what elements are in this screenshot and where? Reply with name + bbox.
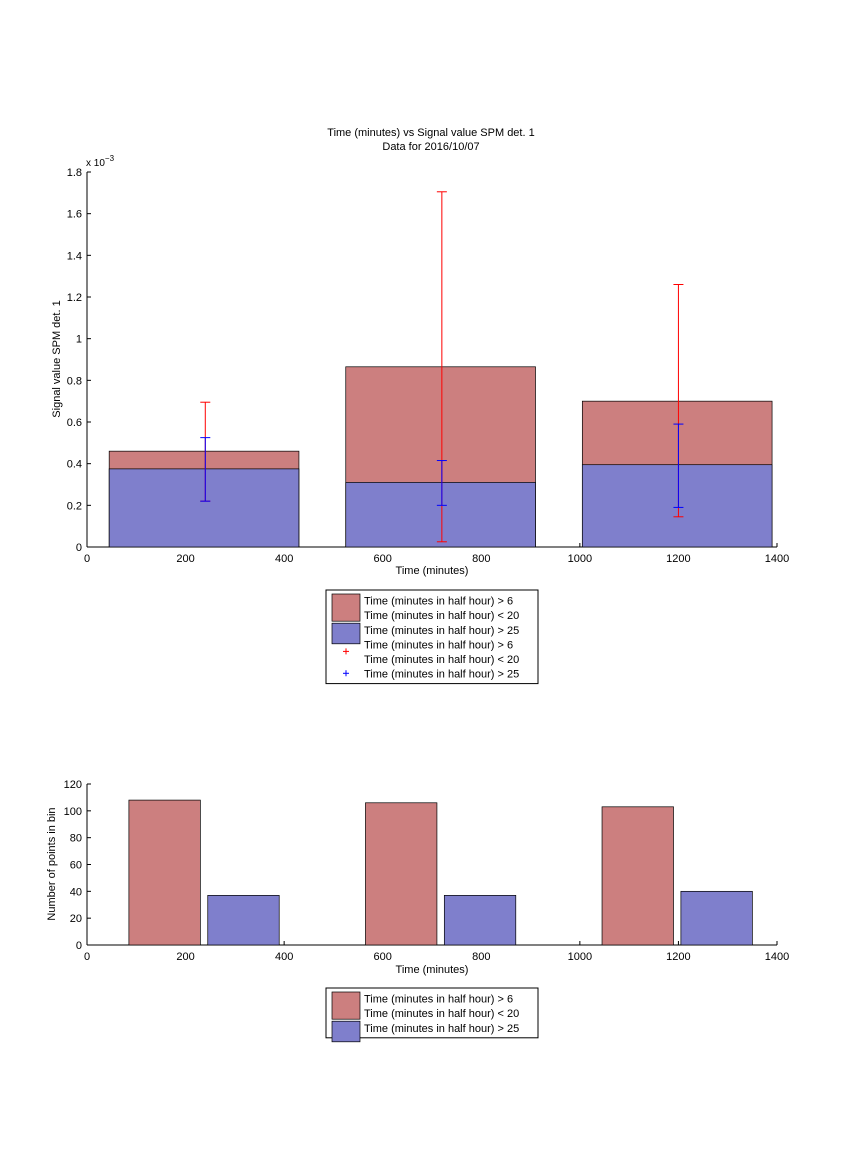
x-tick-label: 200: [176, 553, 194, 565]
bottom-x-axis-label: Time (minutes): [396, 964, 469, 976]
count-bar-series-0: [128, 799, 201, 946]
legend-swatch: [331, 593, 361, 622]
legend-label: Time (minutes in half hour) > 25: [364, 625, 519, 637]
x-tick-label: 1000: [568, 951, 592, 963]
bottom-legend: Time (minutes in half hour) > 6 Time (min…: [325, 987, 539, 1043]
x-tick-label: 1400: [765, 553, 789, 565]
legend-box: [325, 987, 539, 1039]
x-tick-label: 0: [84, 951, 90, 963]
y-exponent-power: −3: [105, 154, 115, 163]
y-exponent-base: x 10: [86, 158, 105, 169]
y-tick-label: 0.2: [67, 500, 82, 512]
legend-label: Time (minutes in half hour) < 20: [364, 610, 519, 622]
chart-title: Time (minutes) vs Signal value SPM det. …: [327, 127, 534, 139]
y-tick-label: 20: [70, 913, 82, 925]
legend-marker: [343, 648, 349, 655]
x-tick-label: 1400: [765, 951, 789, 963]
x-tick-label: 800: [472, 553, 490, 565]
legend-label: Time (minutes in half hour) > 6: [364, 596, 513, 608]
legend-swatch: [331, 1020, 361, 1043]
x-tick-label: 200: [176, 951, 194, 963]
y-tick-label: 1.6: [67, 209, 82, 221]
legend-label: Time (minutes in half hour) > 6: [364, 639, 513, 651]
legend-label: Time (minutes in half hour) > 25: [364, 669, 519, 681]
x-tick-label: 600: [374, 553, 392, 565]
x-tick-label: 400: [275, 951, 293, 963]
y-tick-label: 0.6: [67, 417, 82, 429]
x-tick-label: 400: [275, 553, 293, 565]
x-tick-label: 1000: [568, 553, 592, 565]
y-tick-label: 0: [76, 542, 82, 554]
y-tick-label: 1.8: [67, 167, 82, 179]
legend-swatch: [331, 991, 361, 1020]
y-tick-label: 80: [70, 833, 82, 845]
y-exponent-label: x 10−3: [86, 154, 115, 169]
legend-marker: [343, 670, 349, 677]
y-tick-label: 0.4: [67, 459, 82, 471]
legend-label: Time (minutes in half hour) < 20: [364, 1008, 519, 1020]
y-tick-label: 0: [76, 940, 82, 952]
bottom-y-axis-label: Number of points in bin: [46, 807, 58, 920]
error-bar-series-1: [200, 437, 211, 502]
count-bar-series-0: [601, 806, 674, 946]
legend-box: [325, 589, 539, 685]
y-tick-label: 120: [64, 779, 82, 791]
y-tick-label: 60: [70, 860, 82, 872]
bottom-plot-area: 0 200 400 600 800 1000 1200 1400 0 20 40 60 80 100 120: [64, 779, 790, 963]
y-tick-label: 100: [64, 806, 82, 818]
x-tick-label: 1200: [666, 553, 690, 565]
top-x-axis-label: Time (minutes): [396, 565, 469, 577]
bar-series-1: [581, 464, 773, 548]
error-bar-series-1: [673, 423, 684, 508]
legend-swatch: [331, 622, 361, 645]
legend-label: Time (minutes in half hour) > 6: [364, 994, 513, 1006]
y-tick-label: 40: [70, 886, 82, 898]
x-tick-label: 600: [374, 951, 392, 963]
count-bar-series-1: [443, 895, 517, 946]
y-tick-label: 0.8: [67, 375, 82, 387]
y-tick-label: 1.2: [67, 292, 82, 304]
count-bar-series-1: [680, 890, 753, 946]
legend-label: Time (minutes in half hour) > 25: [364, 1023, 519, 1035]
x-tick-label: 800: [472, 951, 490, 963]
y-tick-label: 1: [76, 334, 82, 346]
bar-series-1: [345, 482, 536, 548]
legend-label: Time (minutes in half hour) < 20: [364, 654, 519, 666]
top-plot-area: 0 200 400 600 800 1000 1200 1400 0 0.2 0.4 0.6 0.8 1 1…: [67, 167, 790, 565]
count-bar-series-0: [365, 802, 438, 946]
y-tick-label: 1.4: [67, 250, 82, 262]
chart-subtitle: Data for 2016/10/07: [382, 141, 479, 153]
x-tick-label: 1200: [666, 951, 690, 963]
count-bar-series-1: [207, 895, 280, 946]
x-tick-label: 0: [84, 553, 90, 565]
top-legend: Time (minutes in half hour) > 6 Time (min…: [325, 589, 539, 685]
top-y-axis-label: Signal value SPM det. 1: [51, 300, 63, 417]
bar-series-1: [108, 468, 300, 548]
error-bar-series-1: [436, 460, 447, 506]
